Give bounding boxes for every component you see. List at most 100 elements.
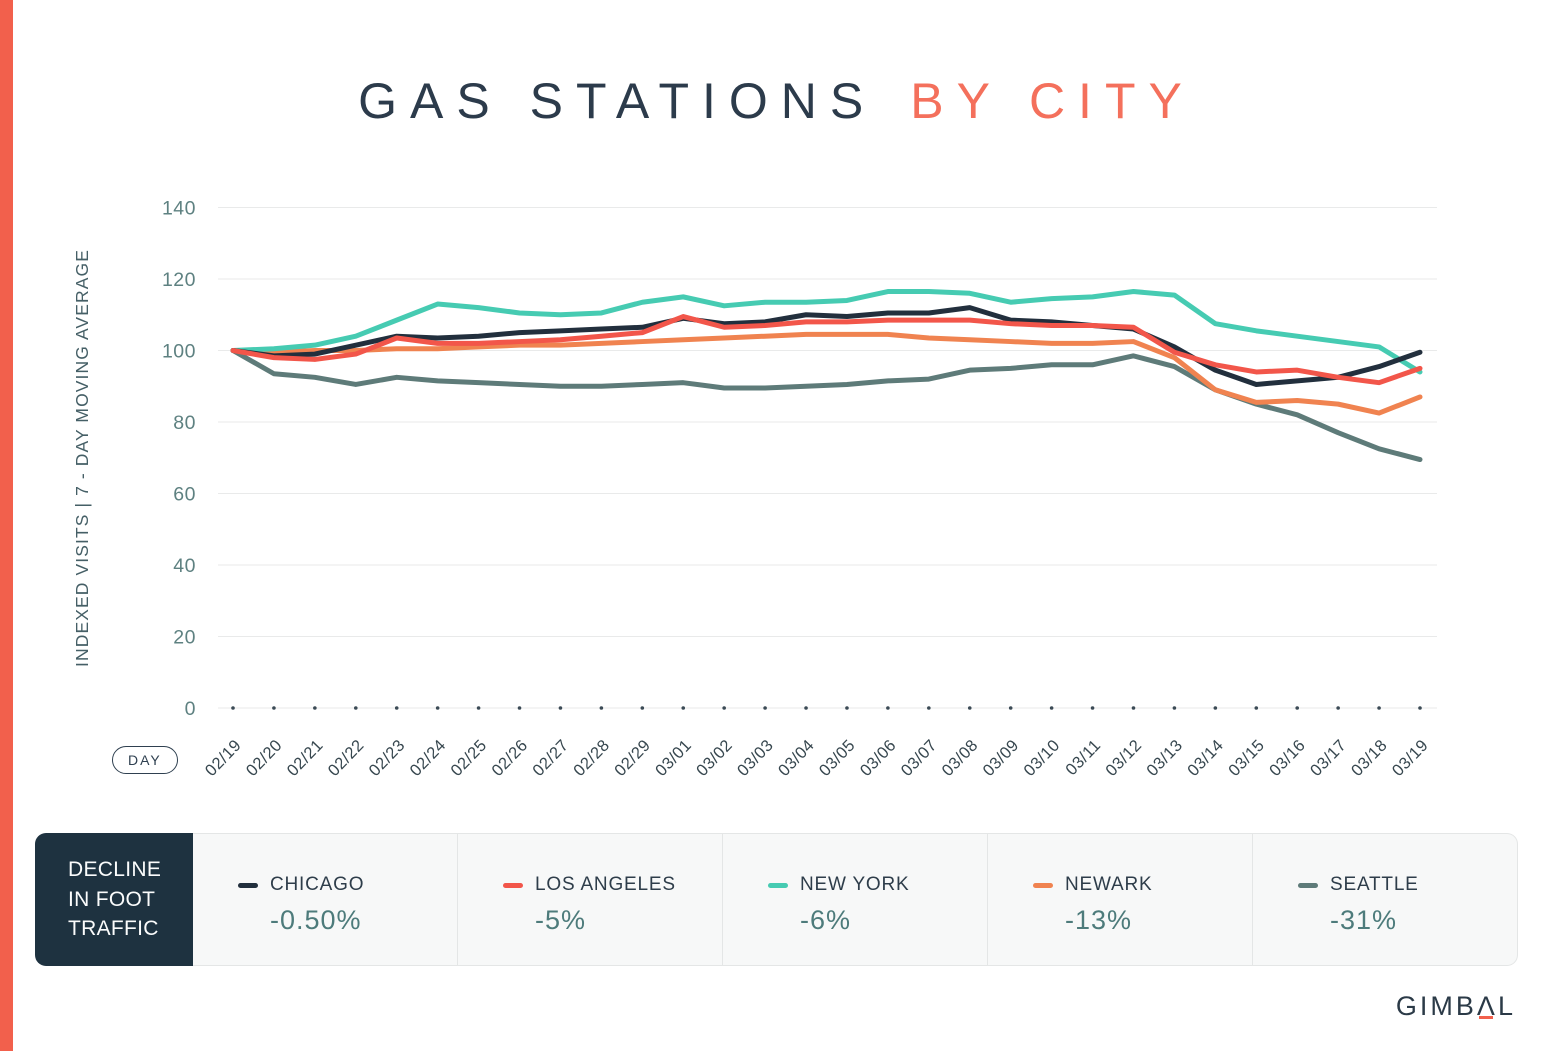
series-lines: [230, 289, 1423, 463]
page-title-main: GAS STATIONS: [358, 73, 877, 129]
x-date-label: 02/27: [529, 736, 572, 780]
los-angeles-line-swatch: [503, 882, 523, 888]
x-date-label: 03/18: [1348, 736, 1391, 780]
x-tick-dot: [1254, 706, 1259, 710]
x-date-label: 03/11: [1062, 736, 1104, 779]
x-tick-dot: [763, 706, 767, 710]
x-date-label: 03/03: [734, 736, 777, 780]
x-date-label: 02/19: [202, 736, 245, 780]
x-tick-dot: [476, 706, 481, 710]
x-axis-title: DAY: [128, 752, 162, 768]
x-date-label: 03/06: [857, 736, 900, 780]
x-date-label: 03/10: [1020, 736, 1063, 780]
x-axis-tick-dots: [231, 706, 1422, 710]
x-date-label: 03/16: [1266, 736, 1309, 780]
x-date-label: 03/05: [816, 736, 859, 780]
legend-title-box: DECLINE IN FOOT TRAFFIC: [35, 833, 193, 966]
y-tick-label: 20: [173, 627, 196, 649]
x-tick-dot: [558, 706, 563, 710]
x-date-label: 03/17: [1307, 736, 1350, 780]
page-title-accent: BY CITY: [910, 73, 1195, 129]
x-date-label: 03/12: [1102, 736, 1145, 780]
x-tick-dot: [272, 706, 276, 710]
x-date-label: 03/08: [939, 736, 982, 780]
newark-line-swatch: [1033, 882, 1053, 888]
legend-title-line: TRAFFIC: [68, 917, 159, 941]
line-chart: 140 120 100 80 60 40 20 0 INDEXED VISITS | 7 - …: [72, 198, 1437, 780]
x-tick-dot: [1008, 706, 1013, 710]
x-date-label: 02/22: [325, 736, 368, 780]
x-tick-dot: [1131, 706, 1136, 710]
legend-city-label: SEATTLE: [1330, 874, 1419, 895]
logo-text: L: [1497, 991, 1516, 1021]
x-tick-dot: [394, 706, 399, 710]
y-tick-label: 120: [162, 269, 196, 291]
x-tick-dot: [681, 706, 686, 710]
y-tick-label: 0: [185, 698, 196, 720]
x-date-label: 02/26: [488, 736, 531, 780]
x-tick-dot: [967, 706, 972, 710]
x-date-label: 02/24: [407, 736, 450, 780]
legend-city-label: NEW YORK: [800, 874, 910, 895]
legend-decline-value: -6%: [800, 905, 852, 935]
legend-item-los-angeles: LOS ANGELES -5%: [457, 834, 722, 965]
legend-item-newark: NEWARK -13%: [987, 834, 1252, 965]
series-line-new-york: [230, 289, 1423, 375]
x-tick-dot: [1336, 706, 1340, 710]
x-date-label: 03/19: [1389, 736, 1432, 780]
x-date-label: 02/25: [447, 736, 490, 780]
x-date-label: 02/20: [243, 736, 286, 780]
legend-decline-value: -0.50%: [270, 905, 362, 935]
legend-title-line: DECLINE: [68, 858, 162, 882]
logo-lambda-glyph: Λ: [1476, 991, 1498, 1021]
x-date-label: 03/04: [775, 736, 818, 780]
y-axis-title: INDEXED VISITS | 7 - DAY MOVING AVERAGE: [72, 249, 92, 667]
x-date-label: 03/09: [980, 736, 1023, 780]
legend-item-chicago: CHICAGO -0.50%: [193, 834, 457, 965]
x-tick-dot: [1213, 706, 1218, 710]
x-tick-dot: [845, 706, 849, 710]
y-tick-label: 60: [173, 484, 196, 506]
legend-city-label: CHICAGO: [270, 874, 365, 895]
legend-title-line: IN FOOT: [68, 887, 156, 911]
x-tick-dot: [517, 706, 522, 710]
y-axis-tick-labels: 140 120 100 80 60 40 20 0: [162, 198, 196, 721]
x-tick-dot: [1049, 706, 1054, 710]
legend-decline-value: -13%: [1065, 905, 1133, 935]
x-tick-dot: [1377, 706, 1381, 710]
x-date-label: 03/13: [1143, 736, 1186, 780]
x-date-label: 02/21: [284, 736, 327, 780]
legend-item-new-york: NEW YORK -6%: [722, 834, 987, 965]
x-tick-dot: [1418, 706, 1422, 710]
gridlines: [218, 207, 1437, 709]
legend-decline-value: -31%: [1330, 905, 1398, 935]
x-tick-dot: [722, 706, 726, 710]
x-date-label: 02/28: [570, 736, 613, 780]
x-date-label: 03/02: [693, 736, 736, 780]
x-date-label: 03/14: [1184, 736, 1227, 780]
series-line-chicago: [230, 305, 1423, 387]
x-tick-dot: [231, 706, 235, 710]
x-tick-dot: [313, 706, 317, 710]
legend-decline-value: -5%: [535, 905, 587, 935]
series-line-los-angeles: [230, 314, 1423, 386]
x-tick-dot: [1090, 706, 1095, 710]
x-date-label: 03/15: [1225, 736, 1268, 780]
seattle-line-swatch: [1298, 882, 1318, 888]
x-tick-dot: [640, 706, 645, 710]
x-tick-dot: [435, 706, 440, 710]
y-tick-label: 100: [162, 341, 196, 363]
x-date-label: 02/23: [366, 736, 409, 780]
page-title: GAS STATIONS BY CITY: [0, 72, 1553, 130]
x-date-label: 03/07: [898, 736, 941, 780]
y-tick-label: 80: [173, 412, 196, 434]
y-tick-label: 140: [162, 198, 196, 220]
legend-item-seattle: SEATTLE -31%: [1252, 834, 1517, 965]
x-axis-title-pill: DAY: [112, 746, 178, 774]
y-tick-label: 40: [173, 555, 196, 577]
x-tick-dot: [804, 706, 808, 710]
x-tick-dot: [353, 706, 358, 710]
x-tick-dot: [599, 706, 604, 710]
x-tick-dot: [1172, 706, 1177, 710]
legend-city-label: NEWARK: [1065, 874, 1153, 895]
